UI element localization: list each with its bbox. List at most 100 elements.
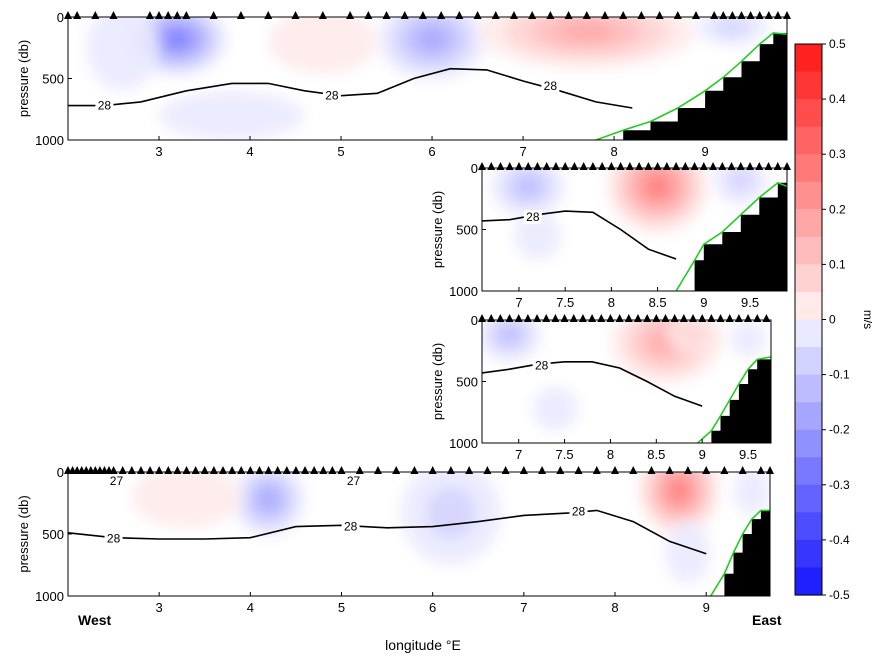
station-marker [91,11,100,19]
station-marker [690,162,699,170]
x-tick-label: 8 [610,144,617,159]
station-marker [164,11,173,19]
contour-label: 28 [572,505,586,519]
station-marker [145,11,154,19]
station-marker [592,466,601,474]
y-axis-label: pressure (db) [16,495,31,572]
station-marker [542,162,551,170]
station-marker [710,11,719,19]
station-marker [418,11,427,19]
station-marker [637,11,646,19]
station-marker [355,466,364,474]
station-marker [410,466,419,474]
velocity-core [482,320,542,362]
x-axis-label: longitude °E [385,637,461,653]
station-marker [753,314,762,322]
station-marker [209,11,218,19]
velocity-core [377,17,487,80]
station-marker [766,466,774,474]
y-tick-label: 0 [471,313,478,328]
velocity-core [729,320,767,357]
contour-label-bg [104,531,123,546]
station-marker [579,162,588,170]
station-marker [689,314,698,322]
station-marker [783,11,791,19]
station-marker [698,314,707,322]
colorbar-tick-label: 0.2 [829,202,846,216]
velocity-field: 28 28 28 27 27 [68,472,770,596]
colorbar-tick-label: 0.3 [829,147,846,161]
station-marker [683,466,692,474]
colorbar-swatch [795,126,822,155]
seafloor [697,356,771,443]
station-marker [560,314,569,322]
station-marker [509,11,518,19]
station-marker [764,162,773,170]
station-marker [691,11,700,19]
station-marker [673,11,682,19]
isopycnal-28 [482,210,677,260]
station-marker [720,466,729,474]
station-marker [644,162,653,170]
section-1: 28 28 28 0 500 1000 3 4 5 6 7 8 9 pressure (db) [16,10,791,159]
station-marker [209,466,218,474]
colorbar-swatch [795,181,822,210]
station-marker [653,162,662,170]
station-marker [728,11,737,19]
station-marker [301,466,310,474]
station-marker [496,162,505,170]
station-marker [382,11,391,19]
colorbar-swatch [795,539,822,569]
east-label: East [752,612,782,628]
station-marker [707,314,716,322]
station-marker [569,314,578,322]
isopycnal-28 [68,509,707,555]
station-marker [783,162,791,170]
station-marker [310,466,319,474]
station-marker [564,11,573,19]
station-marker [629,466,638,474]
colorbar-swatch [795,567,822,596]
velocity-field: 28 [482,320,771,443]
station-marker [455,11,464,19]
x-tick-label: 6 [429,600,436,615]
y-tick-label: 500 [42,72,64,87]
station-marker [546,11,555,19]
station-marker [273,466,282,474]
x-tick-label: 7 [515,447,522,462]
x-tick-label: 8 [611,600,618,615]
colorbar-swatch [795,291,822,321]
station-marker [736,162,745,170]
colorbar-tick-label: -0.1 [829,368,850,382]
velocity-core [695,17,769,46]
colorbar-swatch [795,484,822,513]
y-axis-label: pressure (db) [430,343,445,420]
station-marker [665,466,674,474]
x-tick-label: 8 [608,295,615,310]
station-marker [606,314,615,322]
station-marker [255,466,264,474]
colorbar-swatch [795,209,822,238]
station-marker [616,162,625,170]
station-marker [734,314,743,322]
station-marker [487,162,496,170]
station-marker [762,314,771,322]
station-marker [465,466,474,474]
seafloor [710,510,770,596]
x-tick-label: 8.5 [647,447,665,462]
station-marker [173,466,182,474]
colorbar-tick-label: -0.5 [829,588,850,602]
colorbar-swatch [795,319,822,348]
station-marker [635,162,644,170]
station-marker [155,11,164,19]
station-marker [755,11,764,19]
contour-label-bg [322,88,341,103]
station-marker [570,162,579,170]
x-tick-label: 7 [519,144,526,159]
colorbar-swatch [795,236,822,265]
colorbar-swatch [795,429,822,458]
station-marker [191,466,200,474]
station-marker [773,162,782,170]
station-marker [428,466,437,474]
